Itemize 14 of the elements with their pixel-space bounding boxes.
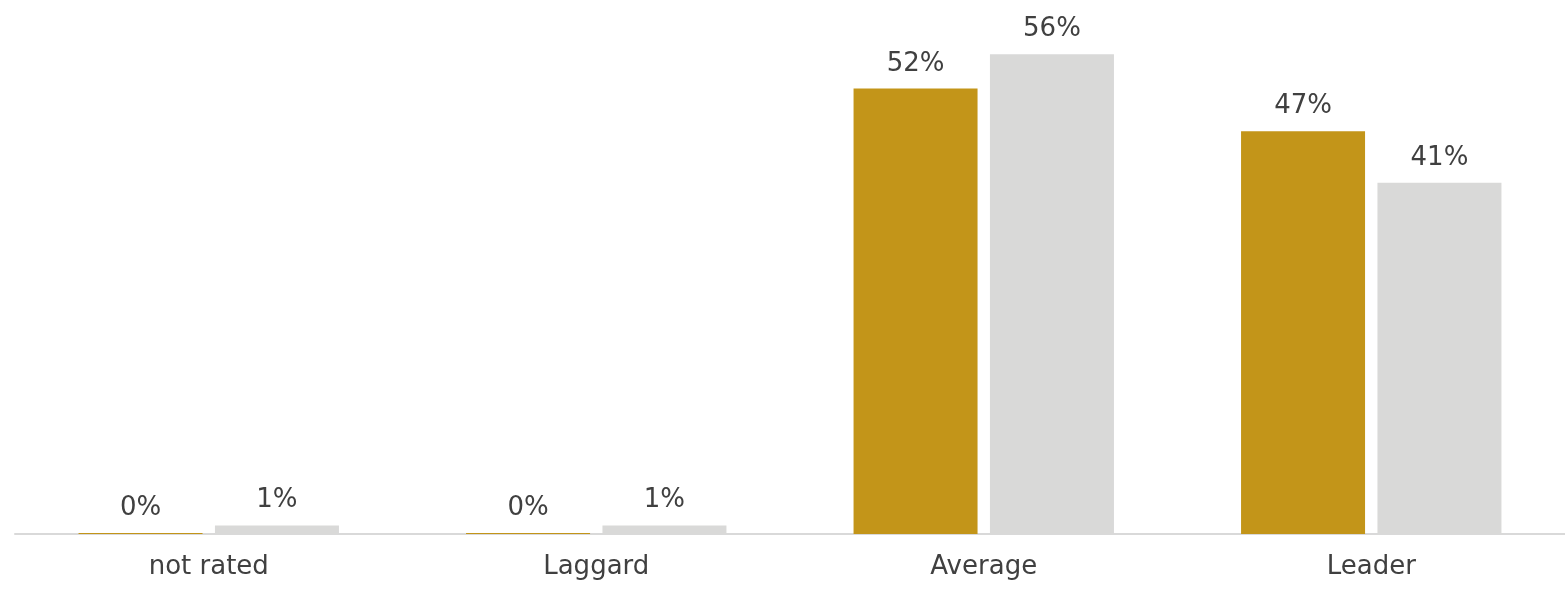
x-tick-label: Leader — [1326, 550, 1417, 580]
data-label: 0% — [507, 491, 549, 521]
data-label: 52% — [886, 46, 945, 77]
data-label: 1% — [256, 483, 298, 514]
bar — [853, 88, 978, 534]
data-label: 1% — [643, 483, 686, 514]
data-label: 47% — [1274, 89, 1332, 120]
data-label: 56% — [1023, 12, 1081, 43]
x-tick-label: Laggard — [543, 550, 650, 580]
x-tick-label: Average — [930, 550, 1038, 580]
x-tick-label: not rated — [148, 550, 269, 580]
data-label: 41% — [1410, 140, 1469, 171]
bar — [1241, 131, 1366, 534]
data-label: 0% — [119, 491, 162, 521]
